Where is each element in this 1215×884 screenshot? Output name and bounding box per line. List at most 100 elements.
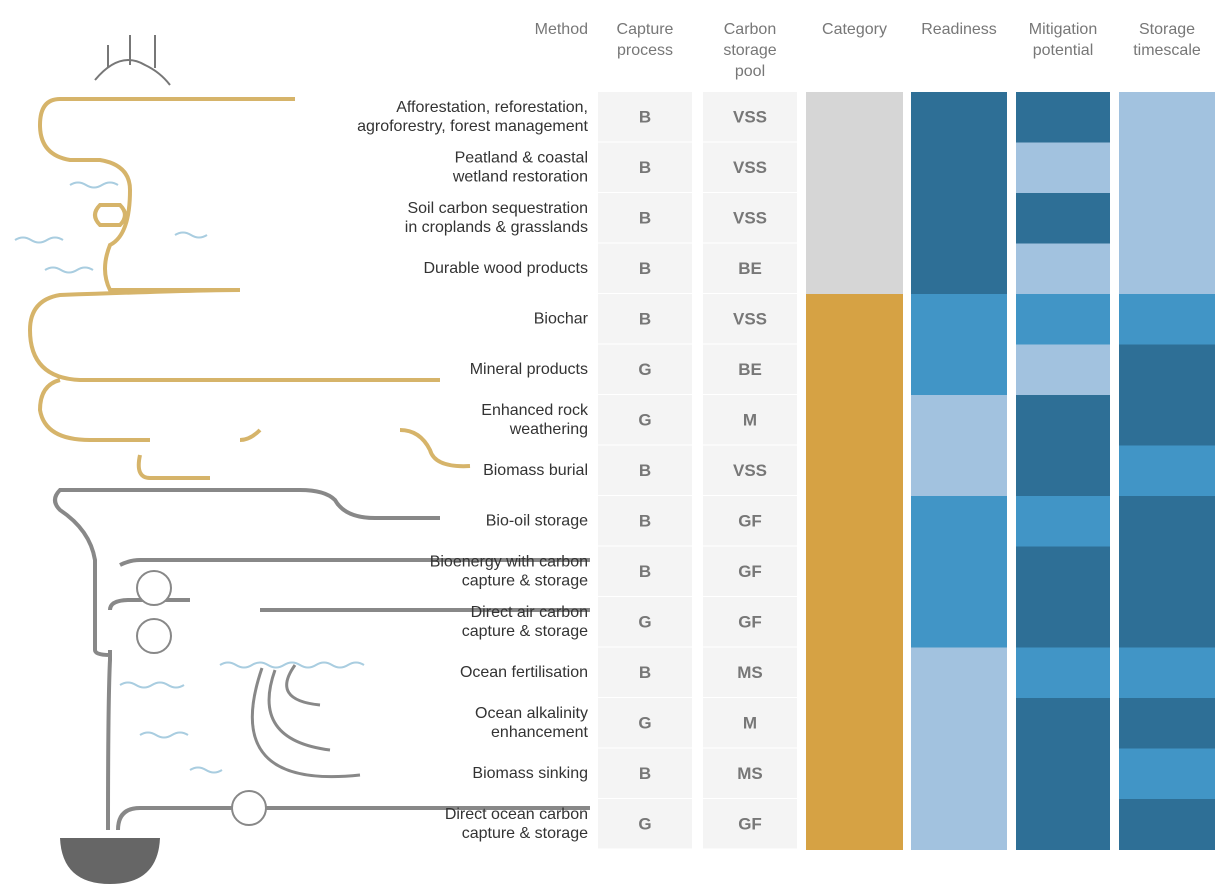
cell-background <box>703 142 797 192</box>
rating-cell <box>911 243 1007 295</box>
rating-cell <box>806 647 903 699</box>
method-label: capture & storage <box>462 825 588 842</box>
column-header: Storage <box>1139 21 1195 38</box>
storage-pool: GF <box>738 613 762 632</box>
column-header: Category <box>822 21 887 38</box>
column-header: Readiness <box>921 21 997 38</box>
rating-cell <box>1119 597 1215 648</box>
cell-background <box>703 698 797 748</box>
rating-cell <box>1119 748 1215 800</box>
rating-cell <box>911 698 1007 749</box>
rating-cell <box>911 546 1007 598</box>
rating-cell <box>1119 445 1215 497</box>
column-header: storage <box>723 42 776 59</box>
rating-cell <box>911 748 1007 800</box>
method-label: Ocean alkalinity <box>475 705 588 722</box>
storage-pool: BE <box>738 259 762 278</box>
cell-background <box>703 799 797 849</box>
cell-background <box>703 92 797 142</box>
rating-cell <box>1119 344 1215 396</box>
rating-cell <box>806 698 903 749</box>
rating-cell <box>806 546 903 598</box>
rating-cell <box>806 142 903 194</box>
capture-process: B <box>639 259 651 278</box>
rating-cell <box>1016 344 1110 396</box>
column-header: Mitigation <box>1029 21 1097 38</box>
cell-background <box>598 496 692 546</box>
land-loop <box>93 203 127 227</box>
method-label: Biomass sinking <box>472 765 588 782</box>
rating-cell <box>806 445 903 497</box>
column-header: potential <box>1033 42 1094 59</box>
cell-background <box>703 748 797 798</box>
method-label: Mineral products <box>470 361 588 378</box>
rating-cell <box>1119 496 1215 547</box>
rating-cell <box>1119 546 1215 598</box>
rating-cell <box>1016 748 1110 800</box>
rating-cell <box>911 597 1007 648</box>
cell-background <box>598 698 692 748</box>
method-label: Direct ocean carbon <box>445 806 588 823</box>
method-label: Enhanced rock <box>481 402 589 419</box>
column-header: timescale <box>1133 42 1201 59</box>
rating-cell <box>806 799 903 850</box>
rating-cell <box>1016 647 1110 699</box>
cell-background <box>703 597 797 647</box>
column-header: pool <box>735 63 765 80</box>
capture-process: B <box>639 108 651 127</box>
rating-cell <box>806 92 903 143</box>
cell-background <box>703 546 797 596</box>
rating-cell <box>1119 799 1215 850</box>
method-label: Bio-oil storage <box>486 512 588 529</box>
cell-background <box>598 193 692 243</box>
cell-background <box>598 445 692 495</box>
cell-background <box>598 597 692 647</box>
cell-background <box>703 647 797 697</box>
column-header: process <box>617 42 673 59</box>
storage-pool: VSS <box>733 310 767 329</box>
cell-background <box>703 294 797 344</box>
storage-pool: VSS <box>733 158 767 177</box>
rating-cell <box>1016 799 1110 850</box>
storage-pool: GF <box>738 512 762 531</box>
cell-background <box>598 647 692 697</box>
method-label: Ocean fertilisation <box>460 664 588 681</box>
method-label: capture & storage <box>462 572 588 589</box>
capture-process: G <box>638 411 651 430</box>
cell-background <box>703 243 797 293</box>
reservoir <box>60 838 160 884</box>
cell-background <box>703 445 797 495</box>
rating-cell <box>806 395 903 446</box>
storage-pool: GF <box>738 815 762 834</box>
method-label: Biochar <box>534 310 589 327</box>
cell-background <box>598 395 692 445</box>
capture-process: G <box>638 360 651 379</box>
capture-process: G <box>638 613 651 632</box>
capture-process: B <box>639 562 651 581</box>
method-label: Soil carbon sequestration <box>407 200 588 217</box>
method-label: Biomass burial <box>483 462 588 479</box>
rating-cell <box>911 647 1007 699</box>
capture-process: B <box>639 512 651 531</box>
capture-process: B <box>639 764 651 783</box>
storage-pool: MS <box>737 764 763 783</box>
cell-background <box>598 799 692 849</box>
rating-cell <box>1016 698 1110 749</box>
method-label: weathering <box>509 421 588 438</box>
rating-cell <box>806 496 903 547</box>
capture-process: G <box>638 815 651 834</box>
method-label: Durable wood products <box>423 260 588 277</box>
storage-pool: M <box>743 411 757 430</box>
rating-cell <box>1119 698 1215 749</box>
rating-cell <box>806 597 903 648</box>
rating-cell <box>1119 142 1215 194</box>
rating-cell <box>1016 294 1110 345</box>
co2-badges <box>136 570 267 826</box>
cell-background <box>598 546 692 596</box>
waves <box>14 181 365 774</box>
carbon-path <box>53 488 590 831</box>
rating-cell <box>1119 294 1215 345</box>
capture-process: B <box>639 158 651 177</box>
rating-cell <box>1016 92 1110 143</box>
capture-process: B <box>639 461 651 480</box>
